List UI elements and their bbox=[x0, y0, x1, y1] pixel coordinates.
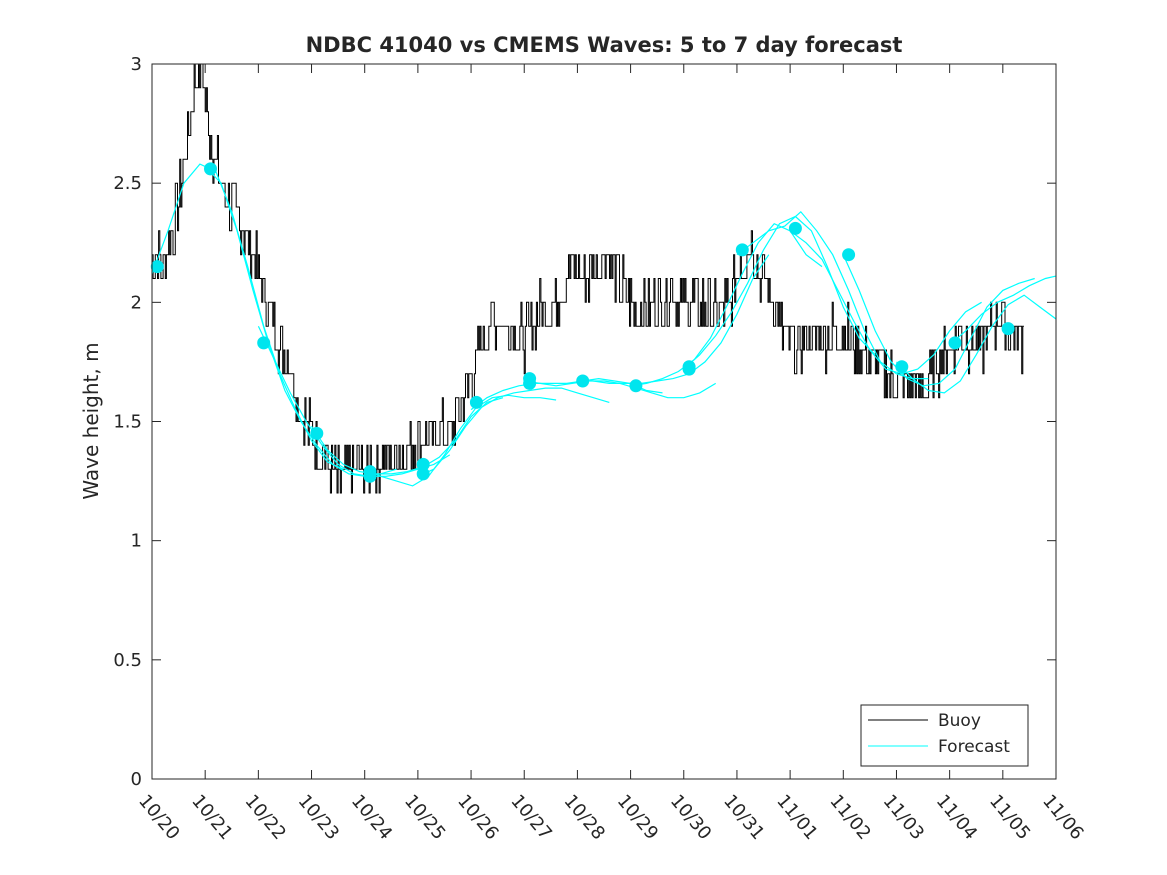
forecast-marker bbox=[735, 243, 749, 257]
y-tick-label: 2.5 bbox=[113, 173, 142, 194]
forecast-marker bbox=[523, 376, 537, 390]
forecast-marker bbox=[150, 260, 164, 274]
legend-forecast-label: Forecast bbox=[938, 737, 1010, 757]
forecast-marker bbox=[948, 336, 962, 350]
forecast-run-line bbox=[736, 210, 929, 380]
chart-title: NDBC 41040 vs CMEMS Waves: 5 to 7 day fo… bbox=[306, 33, 903, 57]
forecast-marker bbox=[257, 336, 271, 350]
forecast-run-line bbox=[896, 294, 1057, 394]
forecast-run-line bbox=[417, 387, 610, 477]
forecast-run-line bbox=[364, 394, 557, 487]
legend: Buoy Forecast bbox=[860, 704, 1029, 767]
forecast-marker bbox=[842, 248, 856, 262]
forecast-run-line bbox=[577, 254, 770, 384]
y-tick-label: 3 bbox=[131, 54, 142, 75]
forecast-marker bbox=[416, 467, 430, 481]
forecast-marker bbox=[1001, 322, 1015, 336]
forecast-marker bbox=[204, 162, 217, 176]
forecast-run-line bbox=[842, 254, 1035, 387]
forecast-run-line bbox=[257, 325, 451, 477]
forecast-marker bbox=[895, 360, 909, 374]
legend-buoy-label: Buoy bbox=[938, 711, 981, 731]
forecast-marker bbox=[469, 395, 483, 409]
y-tick-label: 0.5 bbox=[113, 650, 142, 671]
y-tick-label: 1.5 bbox=[113, 412, 142, 433]
forecast-run-line bbox=[789, 230, 982, 375]
forecast-marker bbox=[576, 374, 590, 388]
forecast-marker bbox=[682, 360, 696, 374]
forecast-marker bbox=[788, 221, 802, 235]
plot-area bbox=[150, 63, 1057, 494]
forecast-run-line bbox=[949, 275, 1057, 346]
forecast-marker bbox=[416, 457, 430, 471]
y-tick-label: 2 bbox=[131, 292, 142, 313]
forecast-run-line bbox=[683, 215, 876, 370]
y-tick-label: 1 bbox=[131, 531, 142, 552]
forecast-marker bbox=[310, 426, 324, 440]
forecast-run-line bbox=[311, 397, 504, 475]
y-tick-label: 0 bbox=[131, 769, 142, 790]
forecast-marker bbox=[629, 379, 643, 393]
y-axis-label: Wave height, m bbox=[79, 342, 103, 499]
legend-box bbox=[860, 704, 1029, 767]
forecast-marker bbox=[363, 465, 377, 479]
forecast-run-line bbox=[151, 163, 344, 470]
